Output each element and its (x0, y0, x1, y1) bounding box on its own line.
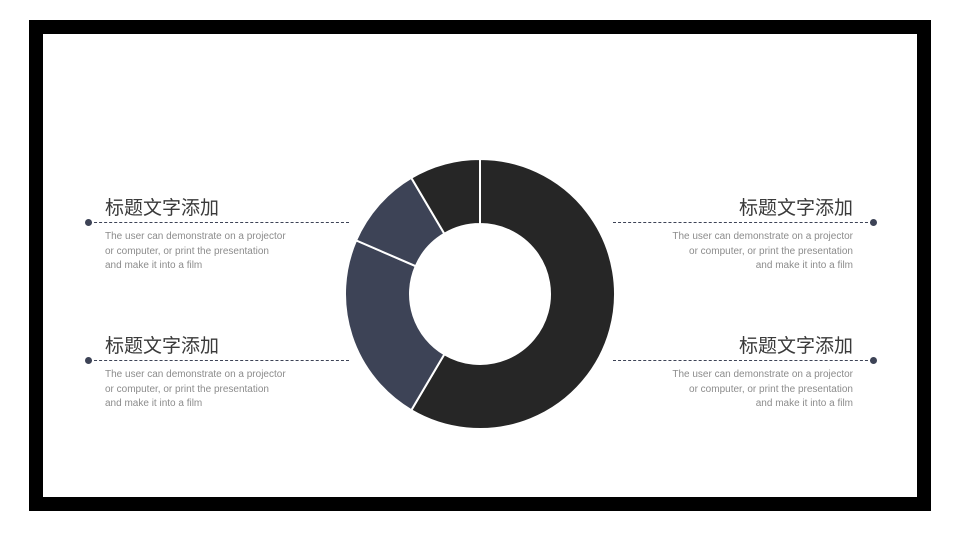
desc-line: and make it into a film (105, 398, 203, 409)
desc-line: or computer, or print the presentation (105, 245, 269, 257)
text-block-bottom-left: 标题文字添加 The user can demonstrate on a pro… (105, 334, 355, 412)
dashed-divider (89, 360, 349, 361)
block-title: 标题文字添加 (105, 335, 220, 357)
block-description: The user can demonstrate on a projector … (105, 368, 355, 412)
desc-line: or computer, or print the presentation (689, 383, 853, 395)
block-description: The user can demonstrate on a projector … (603, 368, 853, 412)
block-description: The user can demonstrate on a projector … (603, 230, 853, 274)
desc-line: The user can demonstrate on a projector (105, 369, 286, 380)
bullet-dot (85, 357, 92, 364)
desc-line: and make it into a film (755, 398, 853, 409)
text-block-top-right: 标题文字添加 The user can demonstrate on a pro… (603, 196, 853, 274)
dashed-divider (89, 222, 349, 223)
desc-line: and make it into a film (755, 260, 853, 271)
desc-line: or computer, or print the presentation (105, 383, 269, 395)
bullet-dot (870, 357, 877, 364)
donut-segment-2 (344, 239, 446, 412)
donut-segment-4 (409, 157, 481, 236)
donut-segment-1 (409, 157, 616, 430)
bullet-dot (870, 219, 877, 226)
desc-line: The user can demonstrate on a projector (672, 231, 853, 242)
bullet-dot (85, 219, 92, 226)
dashed-divider (613, 222, 873, 223)
block-title: 标题文字添加 (105, 197, 220, 219)
desc-line: and make it into a film (105, 260, 203, 271)
block-title: 标题文字添加 (738, 335, 853, 357)
block-title: 标题文字添加 (738, 197, 853, 219)
desc-line: The user can demonstrate on a projector (672, 369, 853, 380)
dashed-divider (613, 360, 873, 361)
text-block-bottom-right: 标题文字添加 The user can demonstrate on a pro… (603, 334, 853, 412)
text-block-top-left: 标题文字添加 The user can demonstrate on a pro… (105, 196, 355, 274)
desc-line: The user can demonstrate on a projector (105, 231, 286, 242)
desc-line: or computer, or print the presentation (689, 245, 853, 257)
block-description: The user can demonstrate on a projector … (105, 230, 355, 274)
